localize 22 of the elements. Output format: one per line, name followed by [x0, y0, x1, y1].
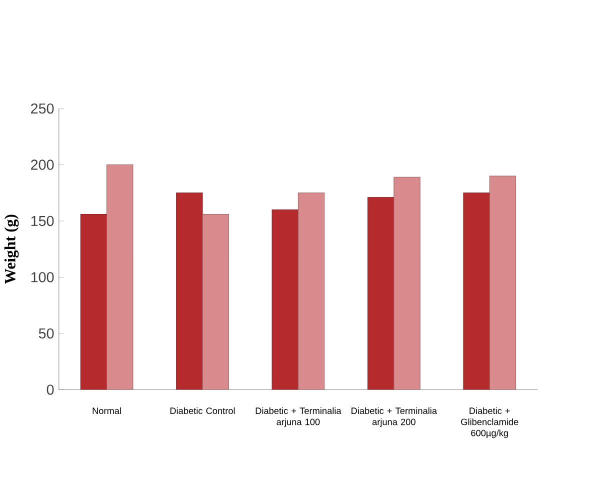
x-tick-label: Diabetic + Terminalia arjuna 100: [256, 407, 342, 427]
bar: [202, 214, 229, 390]
x-tick-label: Diabetic + Glibenclamide 600µg/kg: [461, 407, 518, 438]
bar: [394, 176, 420, 390]
bar: [272, 209, 298, 390]
y-tick-label: 100: [31, 272, 54, 282]
y-tick-label: 50: [38, 328, 54, 338]
bar: [368, 197, 394, 390]
y-tick-label: 0: [46, 384, 54, 395]
y-tick-label: 250: [31, 103, 54, 114]
x-tick-label: Normal: [92, 407, 121, 414]
bar: [176, 192, 203, 390]
x-tick-label: Diabetic + Terminalia arjuna 200: [352, 407, 438, 427]
y-axis-title: Weight (g): [4, 214, 19, 284]
bar: [298, 192, 325, 390]
bar: [463, 192, 490, 390]
y-tick-label: 200: [31, 160, 54, 170]
y-tick-label: 150: [31, 216, 54, 226]
bar: [80, 214, 108, 390]
bar: [489, 176, 516, 390]
bar: [106, 164, 134, 390]
x-tick-label: Diabetic Control: [170, 407, 235, 414]
